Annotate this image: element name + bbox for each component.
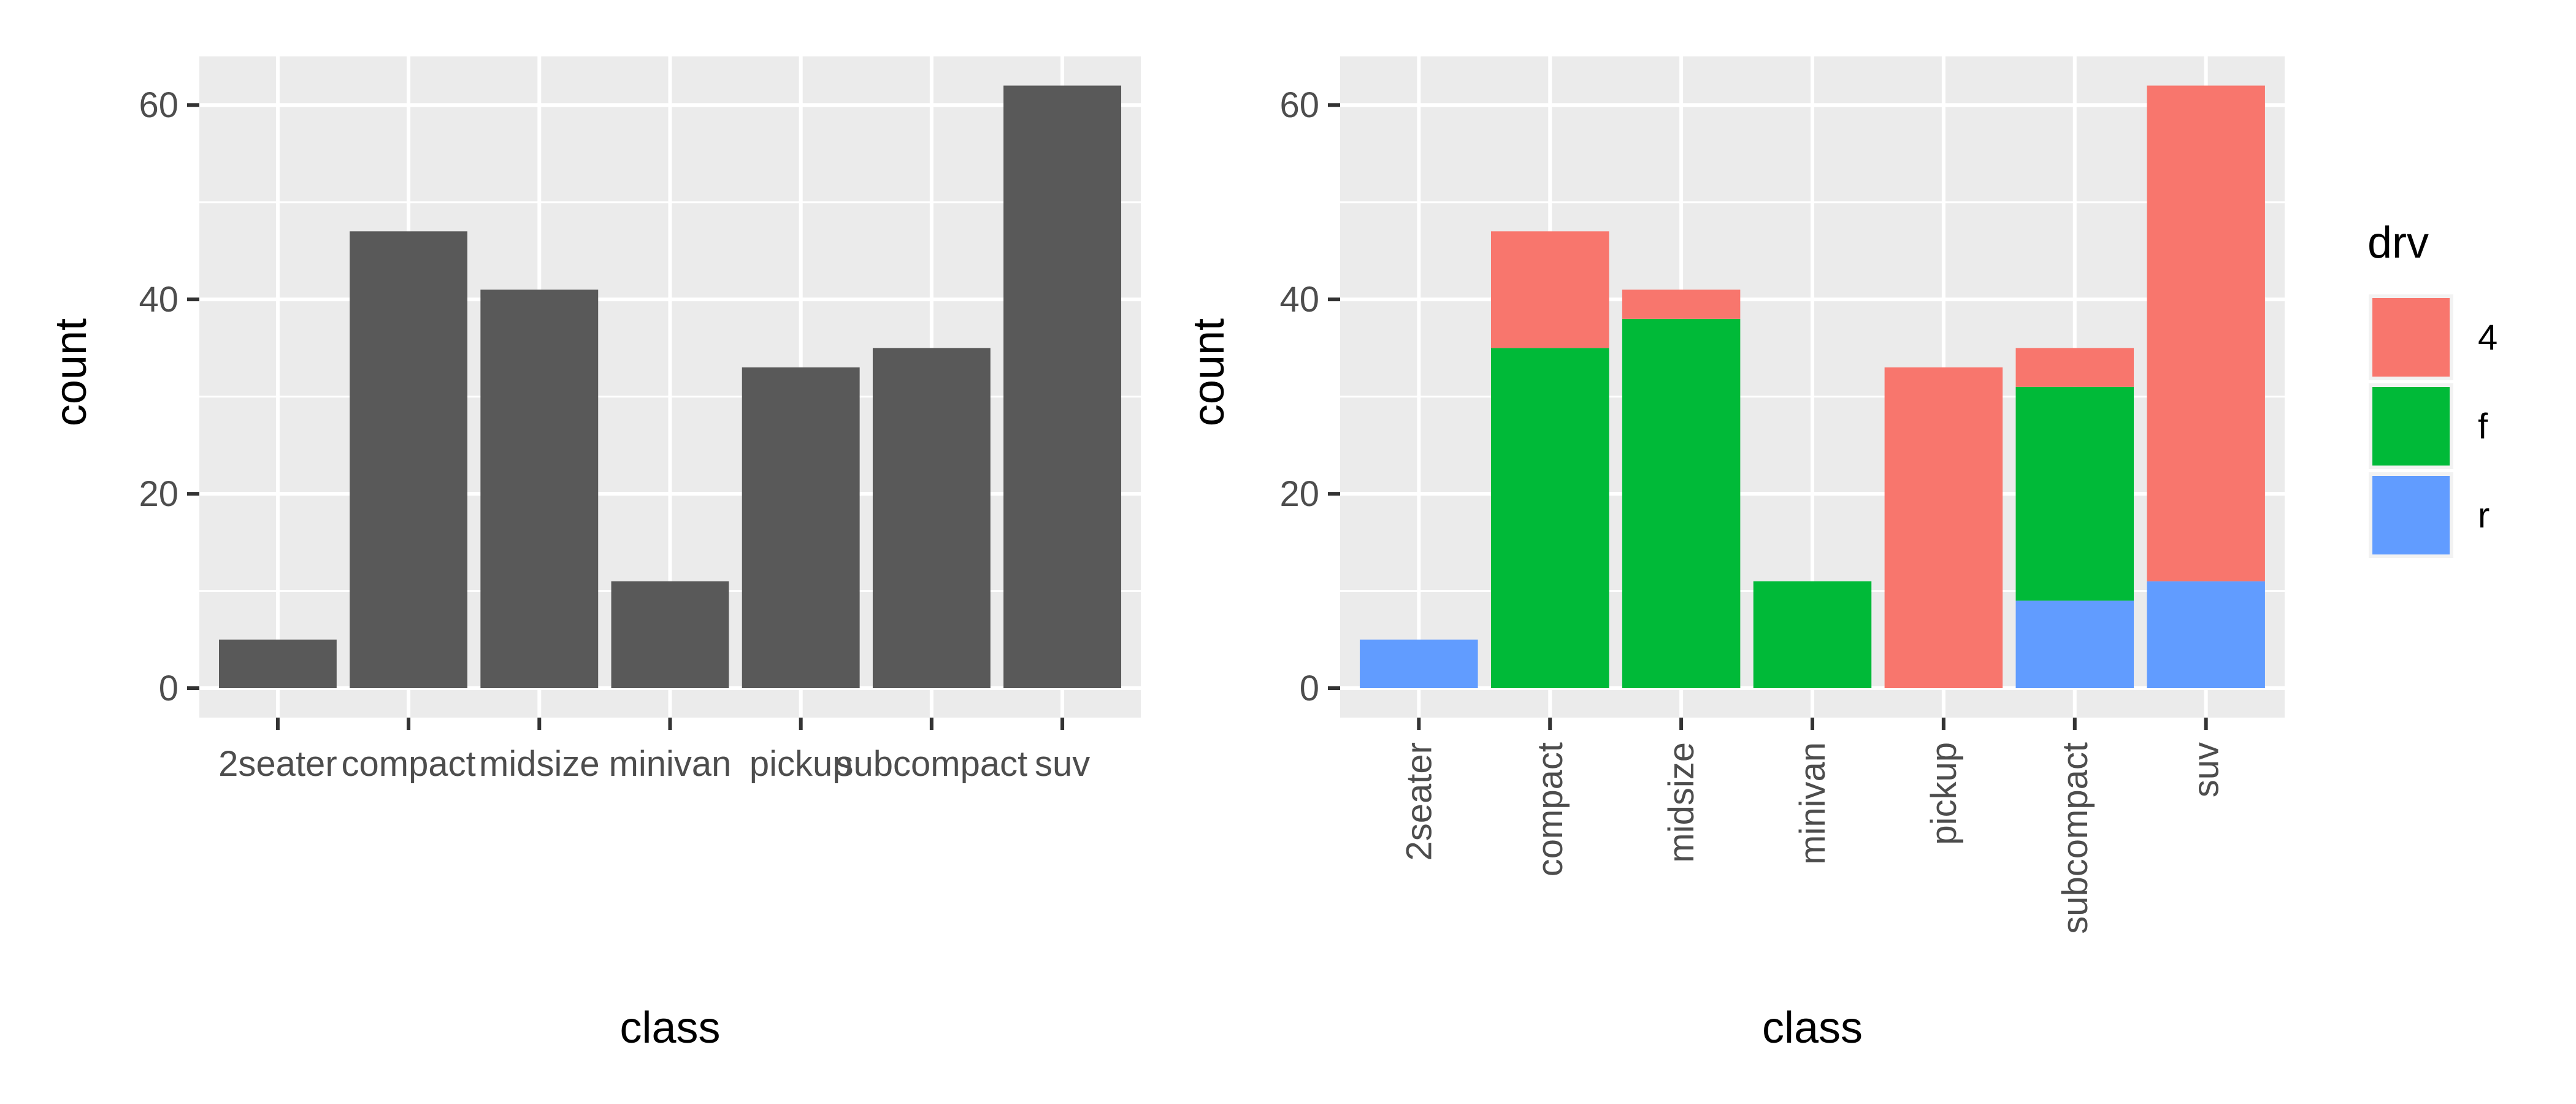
legend-label-f: f bbox=[2478, 407, 2488, 447]
y-tick-label: 20 bbox=[1279, 474, 1319, 514]
bar-suv bbox=[1003, 85, 1122, 689]
x-tick-label-midsize: midsize bbox=[1662, 742, 1701, 863]
x-tick-label-pickup: pickup bbox=[1924, 742, 1964, 845]
x-tick-label-suv: suv bbox=[2187, 742, 2226, 797]
x-axis-title: class bbox=[1762, 1003, 1863, 1052]
bar-midsize-drv-f bbox=[1622, 318, 1741, 688]
bar-pickup bbox=[742, 367, 860, 688]
legend-swatch-f bbox=[2372, 387, 2450, 466]
bar-compact-drv-4 bbox=[1490, 231, 1609, 348]
x-tick-label-2seater: 2seater bbox=[1399, 742, 1439, 861]
y-axis-title: count bbox=[47, 318, 96, 426]
y-tick-label: 40 bbox=[139, 280, 178, 320]
x-tick-label-minivan: minivan bbox=[1793, 742, 1833, 865]
bar-midsize-drv-4 bbox=[1622, 289, 1741, 319]
y-tick-label: 40 bbox=[1279, 280, 1319, 320]
x-tick-label-suv: suv bbox=[1035, 744, 1090, 784]
x-tick-label-pickup: pickup bbox=[749, 744, 853, 784]
stacked-bar-chart-class-drv: 0 20 40 60 2seater compact midsize minivan picku… bbox=[1184, 56, 2285, 1052]
bar-minivan bbox=[611, 581, 729, 688]
legend-label-r: r bbox=[2478, 496, 2490, 535]
bar-compact bbox=[350, 231, 468, 688]
x-axis-title: class bbox=[619, 1003, 720, 1052]
legend-swatch-r bbox=[2372, 476, 2450, 554]
x-tick-label-minivan: minivan bbox=[609, 744, 732, 784]
bar-suv-drv-r bbox=[2147, 581, 2265, 688]
legend-drv: drv 4 f r bbox=[2367, 218, 2497, 558]
y-tick-label: 0 bbox=[159, 669, 178, 708]
bar-midsize bbox=[480, 289, 599, 688]
bar-minivan-drv-f bbox=[1753, 581, 1872, 688]
y-axis-title: count bbox=[1184, 318, 1233, 426]
x-tick-label-compact: compact bbox=[342, 744, 476, 784]
legend-swatch-4 bbox=[2372, 298, 2450, 377]
legend-label-4: 4 bbox=[2478, 318, 2497, 358]
bar-subcompact-drv-4 bbox=[2015, 348, 2134, 387]
bar-subcompact bbox=[872, 348, 991, 688]
y-tick-label: 60 bbox=[1279, 85, 1319, 125]
legend-title: drv bbox=[2367, 218, 2429, 267]
bar-compact-drv-f bbox=[1490, 348, 1609, 688]
x-tick-label-midsize: midsize bbox=[479, 744, 600, 784]
bar-pickup-drv-4 bbox=[1884, 367, 2003, 688]
bar-chart-class-count: 0 20 40 60 2seater compact midsize minivan picku… bbox=[47, 56, 1141, 1052]
bar-2seater-drv-r bbox=[1360, 639, 1478, 688]
bar-suv-drv-4 bbox=[2147, 85, 2265, 581]
x-tick-label-compact: compact bbox=[1530, 742, 1570, 876]
x-tick-label-subcompact: subcompact bbox=[836, 744, 1028, 784]
x-tick-label-2seater: 2seater bbox=[218, 744, 337, 784]
bar-subcompact-drv-r bbox=[2015, 600, 2134, 688]
y-tick-label: 60 bbox=[139, 85, 178, 125]
bar-2seater bbox=[218, 639, 337, 688]
x-tick-label-subcompact: subcompact bbox=[2055, 742, 2095, 934]
bar-subcompact-drv-f bbox=[2015, 386, 2134, 601]
y-tick-label: 20 bbox=[139, 474, 178, 514]
y-tick-label: 0 bbox=[1300, 669, 1319, 708]
